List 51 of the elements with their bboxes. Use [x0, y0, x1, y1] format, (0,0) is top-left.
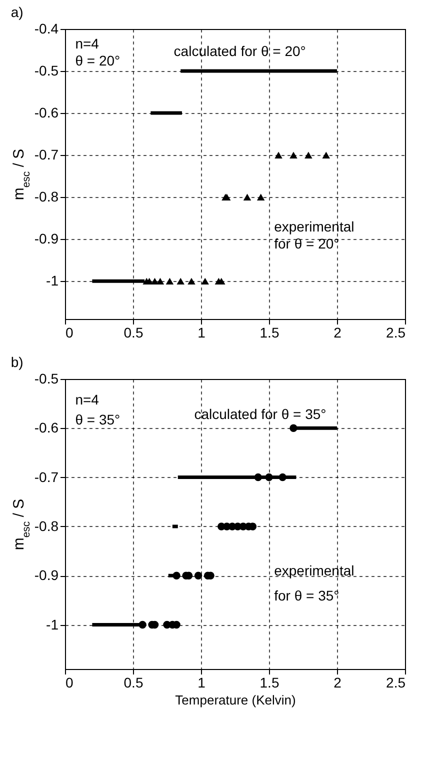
x-tick-label: 2.5 [386, 674, 406, 690]
point [201, 278, 209, 285]
y-tick-label: -0.5 [34, 370, 59, 386]
point [274, 152, 282, 158]
annotation: experimental for θ = 20° [274, 218, 354, 252]
annotation: experimental for θ = 35° [274, 562, 354, 604]
point [166, 278, 174, 285]
y-tick-label: -0.8 [34, 518, 59, 534]
x-tick-label: 2.5 [386, 324, 406, 340]
chart-title: b) [10, 354, 24, 370]
annotation: calculated for θ = 20° [174, 42, 306, 59]
point [243, 194, 252, 200]
point [290, 424, 298, 432]
y-tick-label: -0.6 [34, 420, 59, 436]
x-tick-label: 0 [66, 674, 74, 690]
y-tick-label: -0.4 [34, 20, 59, 36]
point [194, 572, 202, 580]
y-tick-label: -1 [46, 616, 59, 632]
x-tick-label: 2 [334, 324, 342, 340]
point [254, 473, 262, 482]
point [304, 152, 312, 158]
point [256, 194, 265, 200]
point [172, 572, 180, 580]
point [188, 278, 196, 285]
point [265, 473, 273, 482]
point [176, 278, 184, 285]
chart-title: a) [10, 4, 24, 20]
y-tick-label: -0.9 [34, 567, 59, 584]
annotation: calculated for θ = 35° [194, 406, 326, 422]
y-tick-label: -0.5 [34, 62, 59, 79]
x-tick-label: 1 [198, 674, 206, 690]
x-tick-label: 0 [66, 324, 74, 340]
x-tick-label: 2 [334, 674, 342, 690]
x-tick-label: 1.5 [260, 324, 280, 340]
x-tick-label: 0.5 [124, 674, 144, 690]
point [138, 620, 146, 629]
y-tick-label: -1 [46, 272, 59, 289]
point [322, 152, 330, 158]
x-axis-title: Temperature (Kelvin) [175, 692, 296, 708]
y-tick-label: -0.9 [34, 230, 59, 247]
annotation: n=4 θ = 20° [75, 36, 120, 69]
y-tick-label: -0.6 [34, 104, 59, 121]
x-tick-label: 0.5 [124, 324, 144, 340]
x-tick-label: 1 [198, 324, 206, 340]
annotation: n=4 θ = 35° [75, 392, 120, 428]
point [278, 473, 286, 482]
y-tick-label: -0.7 [34, 468, 59, 485]
x-tick-label: 1.5 [260, 674, 280, 690]
y-tick-label: -0.7 [34, 146, 59, 163]
y-tick-label: -0.8 [34, 188, 59, 205]
point [290, 152, 298, 158]
